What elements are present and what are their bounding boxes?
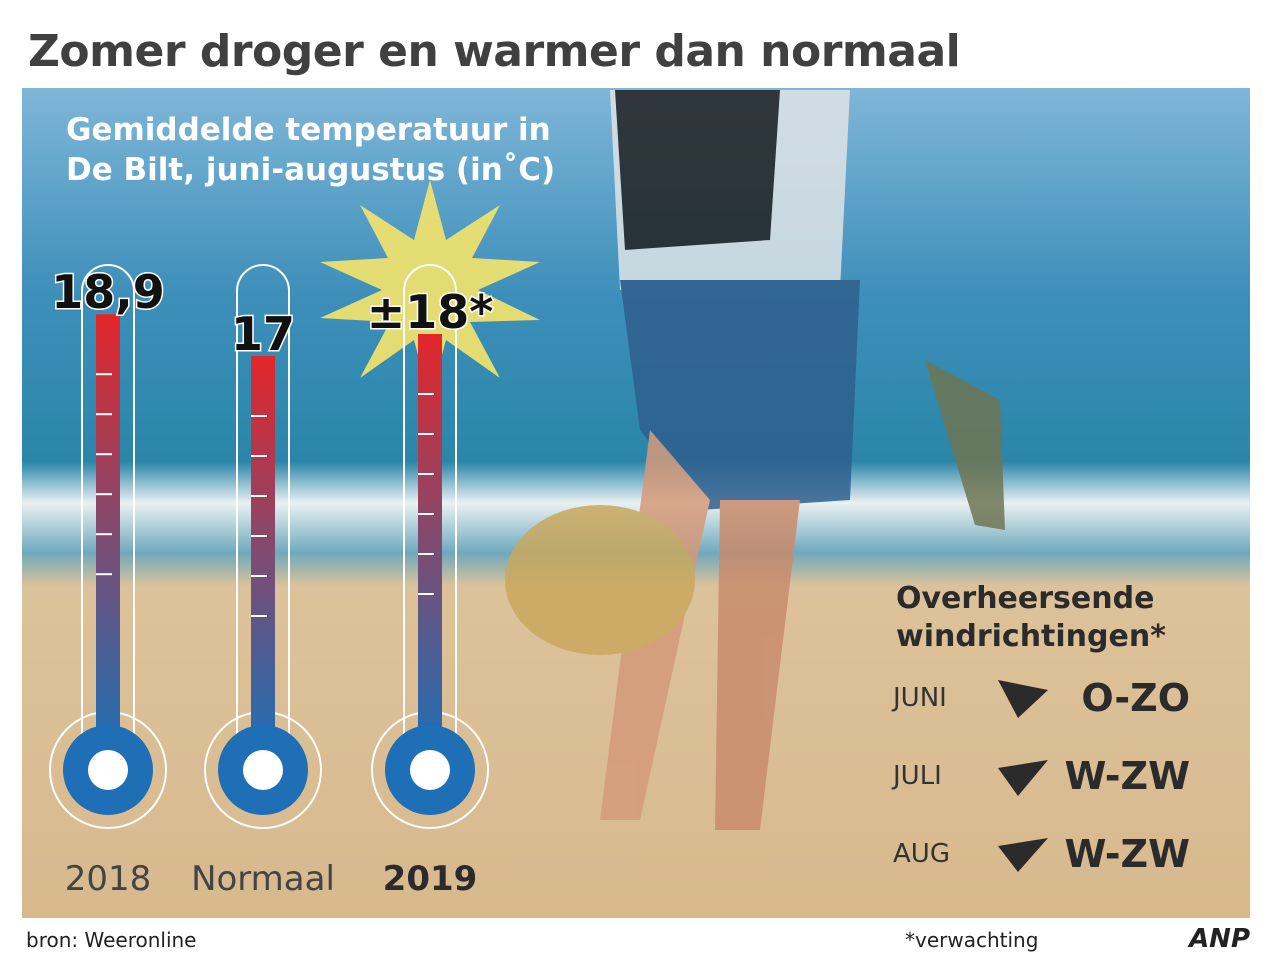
footnote: *verwachting [905,928,1039,952]
category-label: 2018 [65,859,152,899]
wind-arrows [998,680,1048,872]
value-label: ±18* [367,285,494,339]
thermometer-bulb-inner [410,750,450,790]
thermometer-fill [96,314,120,750]
photo-figure [505,90,1005,830]
source: bron: Weeronline [26,928,197,952]
sun [320,180,540,400]
thermometer-bulb-inner [88,750,128,790]
chart-title: Zomer droger en warmer dan normaal [28,26,961,77]
wind-direction: O-ZO [1081,676,1190,720]
wind-month: JULI [891,761,942,791]
wind-direction: W-ZW [1065,832,1190,876]
agency: ANP [1189,924,1250,954]
thermometer-fill [251,356,275,750]
category-label: Normaal [191,859,335,899]
value-label: 18,9 [51,265,165,319]
wind-month: AUG [893,839,950,869]
wind-month: JUNI [891,683,947,713]
chart-subtitle: Gemiddelde temperatuur in De Bilt, juni-… [66,112,556,188]
thermometer-bulb-inner [243,750,283,790]
thermometer-fill [418,334,442,750]
value-label: 17 [231,307,295,361]
wind-title: Overheersende windrichtingen* [896,581,1166,654]
wind-direction: W-ZW [1065,754,1190,798]
category-label: 2019 [383,859,478,899]
